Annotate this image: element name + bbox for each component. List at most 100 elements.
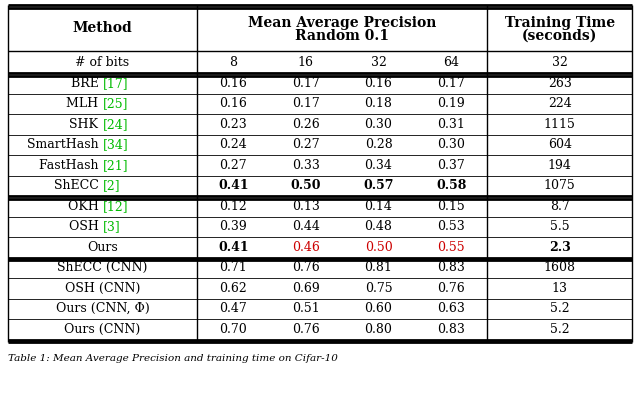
Text: BRE [17]: BRE [17]: [74, 77, 131, 90]
Text: 0.17: 0.17: [292, 77, 320, 90]
Text: 0.15: 0.15: [437, 200, 465, 213]
Text: [12]: [12]: [102, 200, 128, 213]
Text: 0.71: 0.71: [220, 261, 247, 274]
Text: Ours: Ours: [87, 241, 118, 254]
Text: 0.33: 0.33: [292, 159, 320, 172]
Text: Ours (CNN, Φ): Ours (CNN, Φ): [56, 302, 149, 315]
Text: MLH: MLH: [67, 97, 102, 110]
Text: 0.18: 0.18: [365, 97, 392, 110]
Text: 0.62: 0.62: [220, 282, 247, 295]
Text: 263: 263: [548, 77, 572, 90]
Text: 32: 32: [371, 55, 387, 69]
Text: 0.27: 0.27: [220, 159, 247, 172]
Text: 0.34: 0.34: [365, 159, 392, 172]
Text: 0.24: 0.24: [220, 138, 247, 151]
Text: (seconds): (seconds): [522, 29, 597, 43]
Text: 0.50: 0.50: [291, 179, 321, 192]
Text: 1075: 1075: [544, 179, 575, 192]
Text: 0.16: 0.16: [365, 77, 392, 90]
Text: 0.19: 0.19: [437, 97, 465, 110]
Text: FastHash [21]: FastHash [21]: [58, 159, 147, 172]
Text: [24]: [24]: [102, 118, 128, 131]
Text: 8.7: 8.7: [550, 200, 570, 213]
Text: 0.17: 0.17: [437, 77, 465, 90]
Text: 0.39: 0.39: [220, 220, 247, 233]
Text: 5.2: 5.2: [550, 323, 570, 336]
Text: 0.13: 0.13: [292, 200, 320, 213]
Text: 0.30: 0.30: [437, 138, 465, 151]
Text: 0.63: 0.63: [437, 302, 465, 315]
Text: 0.30: 0.30: [365, 118, 392, 131]
Text: Method: Method: [72, 21, 132, 35]
Text: 0.51: 0.51: [292, 302, 320, 315]
Text: OSH (CNN): OSH (CNN): [65, 282, 140, 295]
Text: 0.83: 0.83: [437, 323, 465, 336]
Text: 13: 13: [552, 282, 568, 295]
Text: 0.14: 0.14: [365, 200, 392, 213]
Text: 1115: 1115: [544, 118, 576, 131]
Text: 2.3: 2.3: [549, 241, 571, 254]
Text: SHK [24]: SHK [24]: [73, 118, 132, 131]
Text: 0.41: 0.41: [218, 241, 248, 254]
Text: 0.57: 0.57: [364, 179, 394, 192]
Text: Random 0.1: Random 0.1: [295, 29, 389, 43]
Text: OSH [3]: OSH [3]: [77, 220, 128, 233]
Text: 0.83: 0.83: [437, 261, 465, 274]
Text: 0.55: 0.55: [437, 241, 465, 254]
Text: 194: 194: [548, 159, 572, 172]
Text: 604: 604: [548, 138, 572, 151]
Text: [25]: [25]: [102, 97, 128, 110]
Text: SmartHash [34]: SmartHash [34]: [52, 138, 153, 151]
Text: [2]: [2]: [102, 179, 120, 192]
Text: 64: 64: [443, 55, 459, 69]
Text: 0.76: 0.76: [292, 261, 320, 274]
Text: SmartHash: SmartHash: [27, 138, 102, 151]
Text: 0.53: 0.53: [437, 220, 465, 233]
Text: 0.41: 0.41: [218, 179, 248, 192]
Text: 1608: 1608: [544, 261, 576, 274]
Text: 224: 224: [548, 97, 572, 110]
Text: BRE: BRE: [70, 77, 102, 90]
Text: 0.58: 0.58: [436, 179, 467, 192]
Text: 0.80: 0.80: [365, 323, 392, 336]
Text: 0.12: 0.12: [220, 200, 247, 213]
Text: OKH [12]: OKH [12]: [72, 200, 132, 213]
Text: # of bits: # of bits: [76, 55, 129, 69]
Text: 0.27: 0.27: [292, 138, 320, 151]
Text: OSH: OSH: [68, 220, 102, 233]
Text: 0.75: 0.75: [365, 282, 392, 295]
Text: [17]: [17]: [102, 77, 128, 90]
Text: OKH: OKH: [68, 200, 102, 213]
Text: Ours (CNN): Ours (CNN): [65, 323, 141, 336]
Text: 0.37: 0.37: [437, 159, 465, 172]
Text: [34]: [34]: [102, 138, 128, 151]
Text: 0.70: 0.70: [220, 323, 247, 336]
Text: SHK: SHK: [70, 118, 102, 131]
Text: 0.26: 0.26: [292, 118, 320, 131]
Text: [3]: [3]: [102, 220, 120, 233]
Text: Mean Average Precision: Mean Average Precision: [248, 16, 436, 30]
Text: 0.23: 0.23: [220, 118, 247, 131]
Text: 0.50: 0.50: [365, 241, 392, 254]
Text: 5.5: 5.5: [550, 220, 570, 233]
Text: 32: 32: [552, 55, 568, 69]
Text: 0.48: 0.48: [365, 220, 392, 233]
Text: 5.2: 5.2: [550, 302, 570, 315]
Text: 0.47: 0.47: [220, 302, 247, 315]
Text: Training Time: Training Time: [505, 16, 615, 30]
Text: 0.16: 0.16: [220, 97, 247, 110]
Text: [21]: [21]: [102, 159, 128, 172]
Text: 8: 8: [229, 55, 237, 69]
Text: ShECC [2]: ShECC [2]: [69, 179, 136, 192]
Text: 0.17: 0.17: [292, 97, 320, 110]
Text: 0.76: 0.76: [437, 282, 465, 295]
Text: ShECC: ShECC: [54, 179, 102, 192]
Text: 16: 16: [298, 55, 314, 69]
Text: 0.46: 0.46: [292, 241, 320, 254]
Text: 0.60: 0.60: [365, 302, 392, 315]
Text: 0.16: 0.16: [220, 77, 247, 90]
Text: 0.81: 0.81: [365, 261, 392, 274]
Text: MLH [25]: MLH [25]: [72, 97, 133, 110]
Text: 0.69: 0.69: [292, 282, 320, 295]
Text: ShECC (CNN): ShECC (CNN): [58, 261, 148, 274]
